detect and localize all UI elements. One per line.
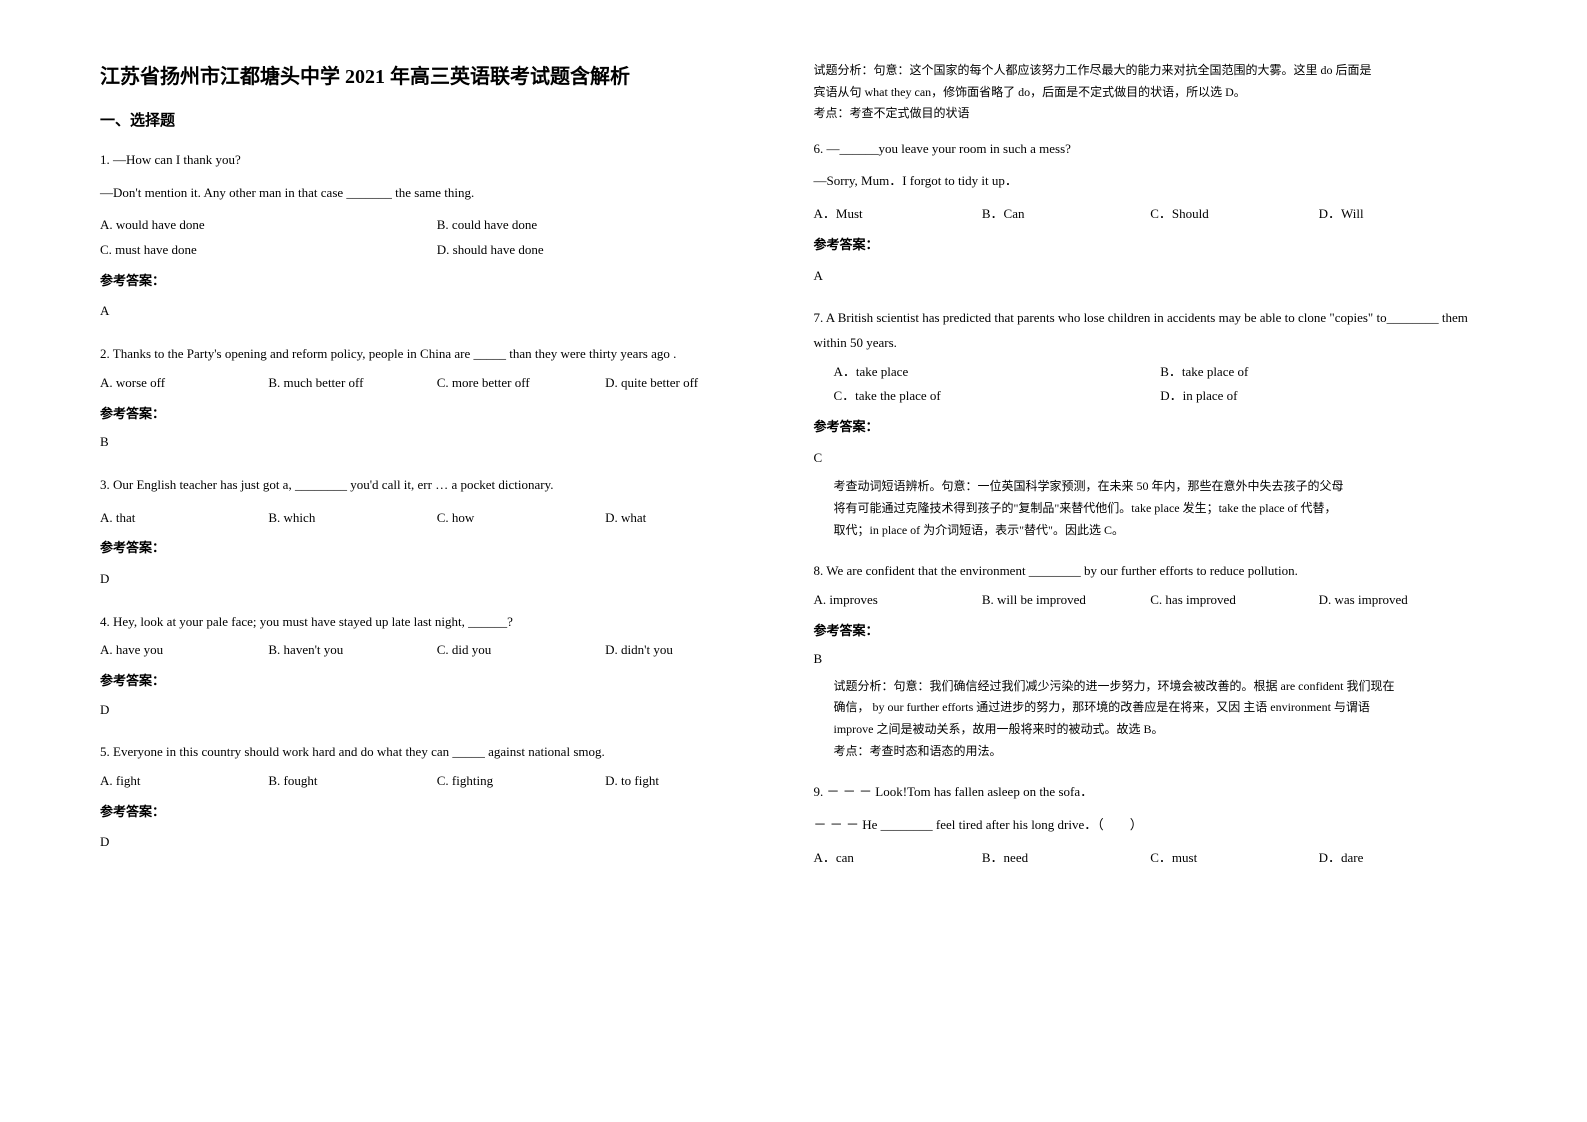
q8-analysis: 试题分析：句意：我们确信经过我们减少污染的进一步努力，环境会被改善的。根据 ar… (814, 676, 1488, 762)
option-a: A．take place (834, 360, 1161, 385)
analysis-line: 考点：考查不定式做目的状语 (814, 103, 1488, 125)
options: A. improves B. will be improved C. has i… (814, 588, 1488, 613)
analysis-line: 确信， by our further efforts 通过进步的努力，那环境的改… (834, 697, 1488, 719)
analysis-line: 试题分析：句意：这个国家的每个人都应该努力工作尽最大的能力来对抗全国范围的大雾。… (814, 60, 1488, 82)
right-column: 试题分析：句意：这个国家的每个人都应该努力工作尽最大的能力来对抗全国范围的大雾。… (794, 60, 1508, 1062)
answer-label: 参考答案： (100, 536, 774, 561)
option-a: A. would have done (100, 213, 437, 238)
option-a: A. improves (814, 588, 982, 613)
analysis-line: 试题分析：句意：我们确信经过我们减少污染的进一步努力，环境会被改善的。根据 ar… (834, 676, 1488, 698)
option-b: B. which (268, 506, 436, 531)
option-b: B. will be improved (982, 588, 1150, 613)
option-c: C．take the place of (834, 384, 1161, 409)
question-8: 8. We are confident that the environment… (814, 559, 1488, 762)
analysis-line: 取代；in place of 为介词短语，表示"替代"。因此选 C。 (834, 520, 1488, 542)
analysis-line: improve 之间是被动关系，故用一般将来时的被动式。故选 B。 (834, 719, 1488, 741)
option-d: D. what (605, 506, 773, 531)
option-c: C. must have done (100, 238, 437, 263)
analysis-line: 将有可能通过克隆技术得到孩子的"复制品"来替代他们。take place 发生；… (834, 498, 1488, 520)
question-9: 9. － － － Look!Tom has fallen asleep on t… (814, 780, 1488, 870)
question-text: － － － He ________ feel tired after his l… (814, 813, 1488, 838)
option-c: C. fighting (437, 769, 605, 794)
answer-label: 参考答案： (814, 233, 1488, 258)
answer: D (100, 830, 774, 855)
question-5: 5. Everyone in this country should work … (100, 740, 774, 855)
answer: D (100, 567, 774, 592)
question-text: 9. － － － Look!Tom has fallen asleep on t… (814, 780, 1488, 805)
answer: A (100, 299, 774, 324)
options: A. that B. which C. how D. what (100, 506, 774, 531)
option-d: D. to fight (605, 769, 773, 794)
option-c: C．Should (1150, 202, 1318, 227)
answer-label: 参考答案： (100, 402, 774, 427)
option-d: D．dare (1319, 846, 1487, 871)
analysis-line: 考查动词短语辨析。句意：一位英国科学家预测，在未来 50 年内，那些在意外中失去… (834, 476, 1488, 498)
options: A．Must B．Can C．Should D．Will (814, 202, 1488, 227)
question-text: 4. Hey, look at your pale face; you must… (100, 610, 774, 635)
answer: B (814, 647, 1488, 672)
option-a: A. fight (100, 769, 268, 794)
option-d: D. was improved (1319, 588, 1487, 613)
option-d: D. should have done (437, 238, 774, 263)
left-column: 江苏省扬州市江都塘头中学 2021 年高三英语联考试题含解析 一、选择题 1. … (80, 60, 794, 1062)
document-title: 江苏省扬州市江都塘头中学 2021 年高三英语联考试题含解析 (100, 60, 774, 89)
option-b: B. fought (268, 769, 436, 794)
option-d: D. quite better off (605, 371, 773, 396)
option-d: D．in place of (1160, 384, 1487, 409)
option-a: A. that (100, 506, 268, 531)
option-c: C. more better off (437, 371, 605, 396)
question-text: 1. —How can I thank you? (100, 148, 774, 173)
question-7: 7. A British scientist has predicted tha… (814, 306, 1488, 541)
q5-analysis: 试题分析：句意：这个国家的每个人都应该努力工作尽最大的能力来对抗全国范围的大雾。… (814, 60, 1488, 125)
option-b: B. haven't you (268, 638, 436, 663)
option-c: C. has improved (1150, 588, 1318, 613)
analysis-line: 宾语从句 what they can，修饰面省略了 do，后面是不定式做目的状语… (814, 82, 1488, 104)
option-c: C. did you (437, 638, 605, 663)
answer-label: 参考答案： (100, 669, 774, 694)
question-text: 6. —______you leave your room in such a … (814, 137, 1488, 162)
q7-analysis: 考查动词短语辨析。句意：一位英国科学家预测，在未来 50 年内，那些在意外中失去… (814, 476, 1488, 541)
question-text: —Sorry, Mum．I forgot to tidy it up． (814, 169, 1488, 194)
answer: C (814, 446, 1488, 471)
section-heading: 一、选择题 (100, 109, 774, 130)
answer-label: 参考答案： (100, 269, 774, 294)
question-text: 7. A British scientist has predicted tha… (814, 306, 1488, 355)
question-text: 8. We are confident that the environment… (814, 559, 1488, 584)
analysis-line: 考点：考查时态和语态的用法。 (834, 741, 1488, 763)
options: A. would have done B. could have done C.… (100, 213, 774, 262)
option-a: A. worse off (100, 371, 268, 396)
question-text: 5. Everyone in this country should work … (100, 740, 774, 765)
option-b: B．need (982, 846, 1150, 871)
options: A．take place B．take place of C．take the … (814, 360, 1488, 409)
option-c: C. how (437, 506, 605, 531)
answer: A (814, 264, 1488, 289)
question-2: 2. Thanks to the Party's opening and ref… (100, 342, 774, 455)
options: A．can B．need C．must D．dare (814, 846, 1488, 871)
options: A. fight B. fought C. fighting D. to fig… (100, 769, 774, 794)
option-b: B．take place of (1160, 360, 1487, 385)
option-d: D．Will (1319, 202, 1487, 227)
question-1: 1. —How can I thank you? —Don't mention … (100, 148, 774, 324)
option-a: A．Must (814, 202, 982, 227)
option-b: B. could have done (437, 213, 774, 238)
option-a: A. have you (100, 638, 268, 663)
question-6: 6. —______you leave your room in such a … (814, 137, 1488, 288)
question-3: 3. Our English teacher has just got a, _… (100, 473, 774, 592)
option-b: B．Can (982, 202, 1150, 227)
option-c: C．must (1150, 846, 1318, 871)
options: A. have you B. haven't you C. did you D.… (100, 638, 774, 663)
question-text: 2. Thanks to the Party's opening and ref… (100, 342, 774, 367)
answer-label: 参考答案： (814, 619, 1488, 644)
question-4: 4. Hey, look at your pale face; you must… (100, 610, 774, 723)
answer: B (100, 430, 774, 455)
answer-label: 参考答案： (814, 415, 1488, 440)
options: A. worse off B. much better off C. more … (100, 371, 774, 396)
answer: D (100, 698, 774, 723)
answer-label: 参考答案： (100, 800, 774, 825)
option-d: D. didn't you (605, 638, 773, 663)
question-text: —Don't mention it. Any other man in that… (100, 181, 774, 206)
option-a: A．can (814, 846, 982, 871)
question-text: 3. Our English teacher has just got a, _… (100, 473, 774, 498)
option-b: B. much better off (268, 371, 436, 396)
